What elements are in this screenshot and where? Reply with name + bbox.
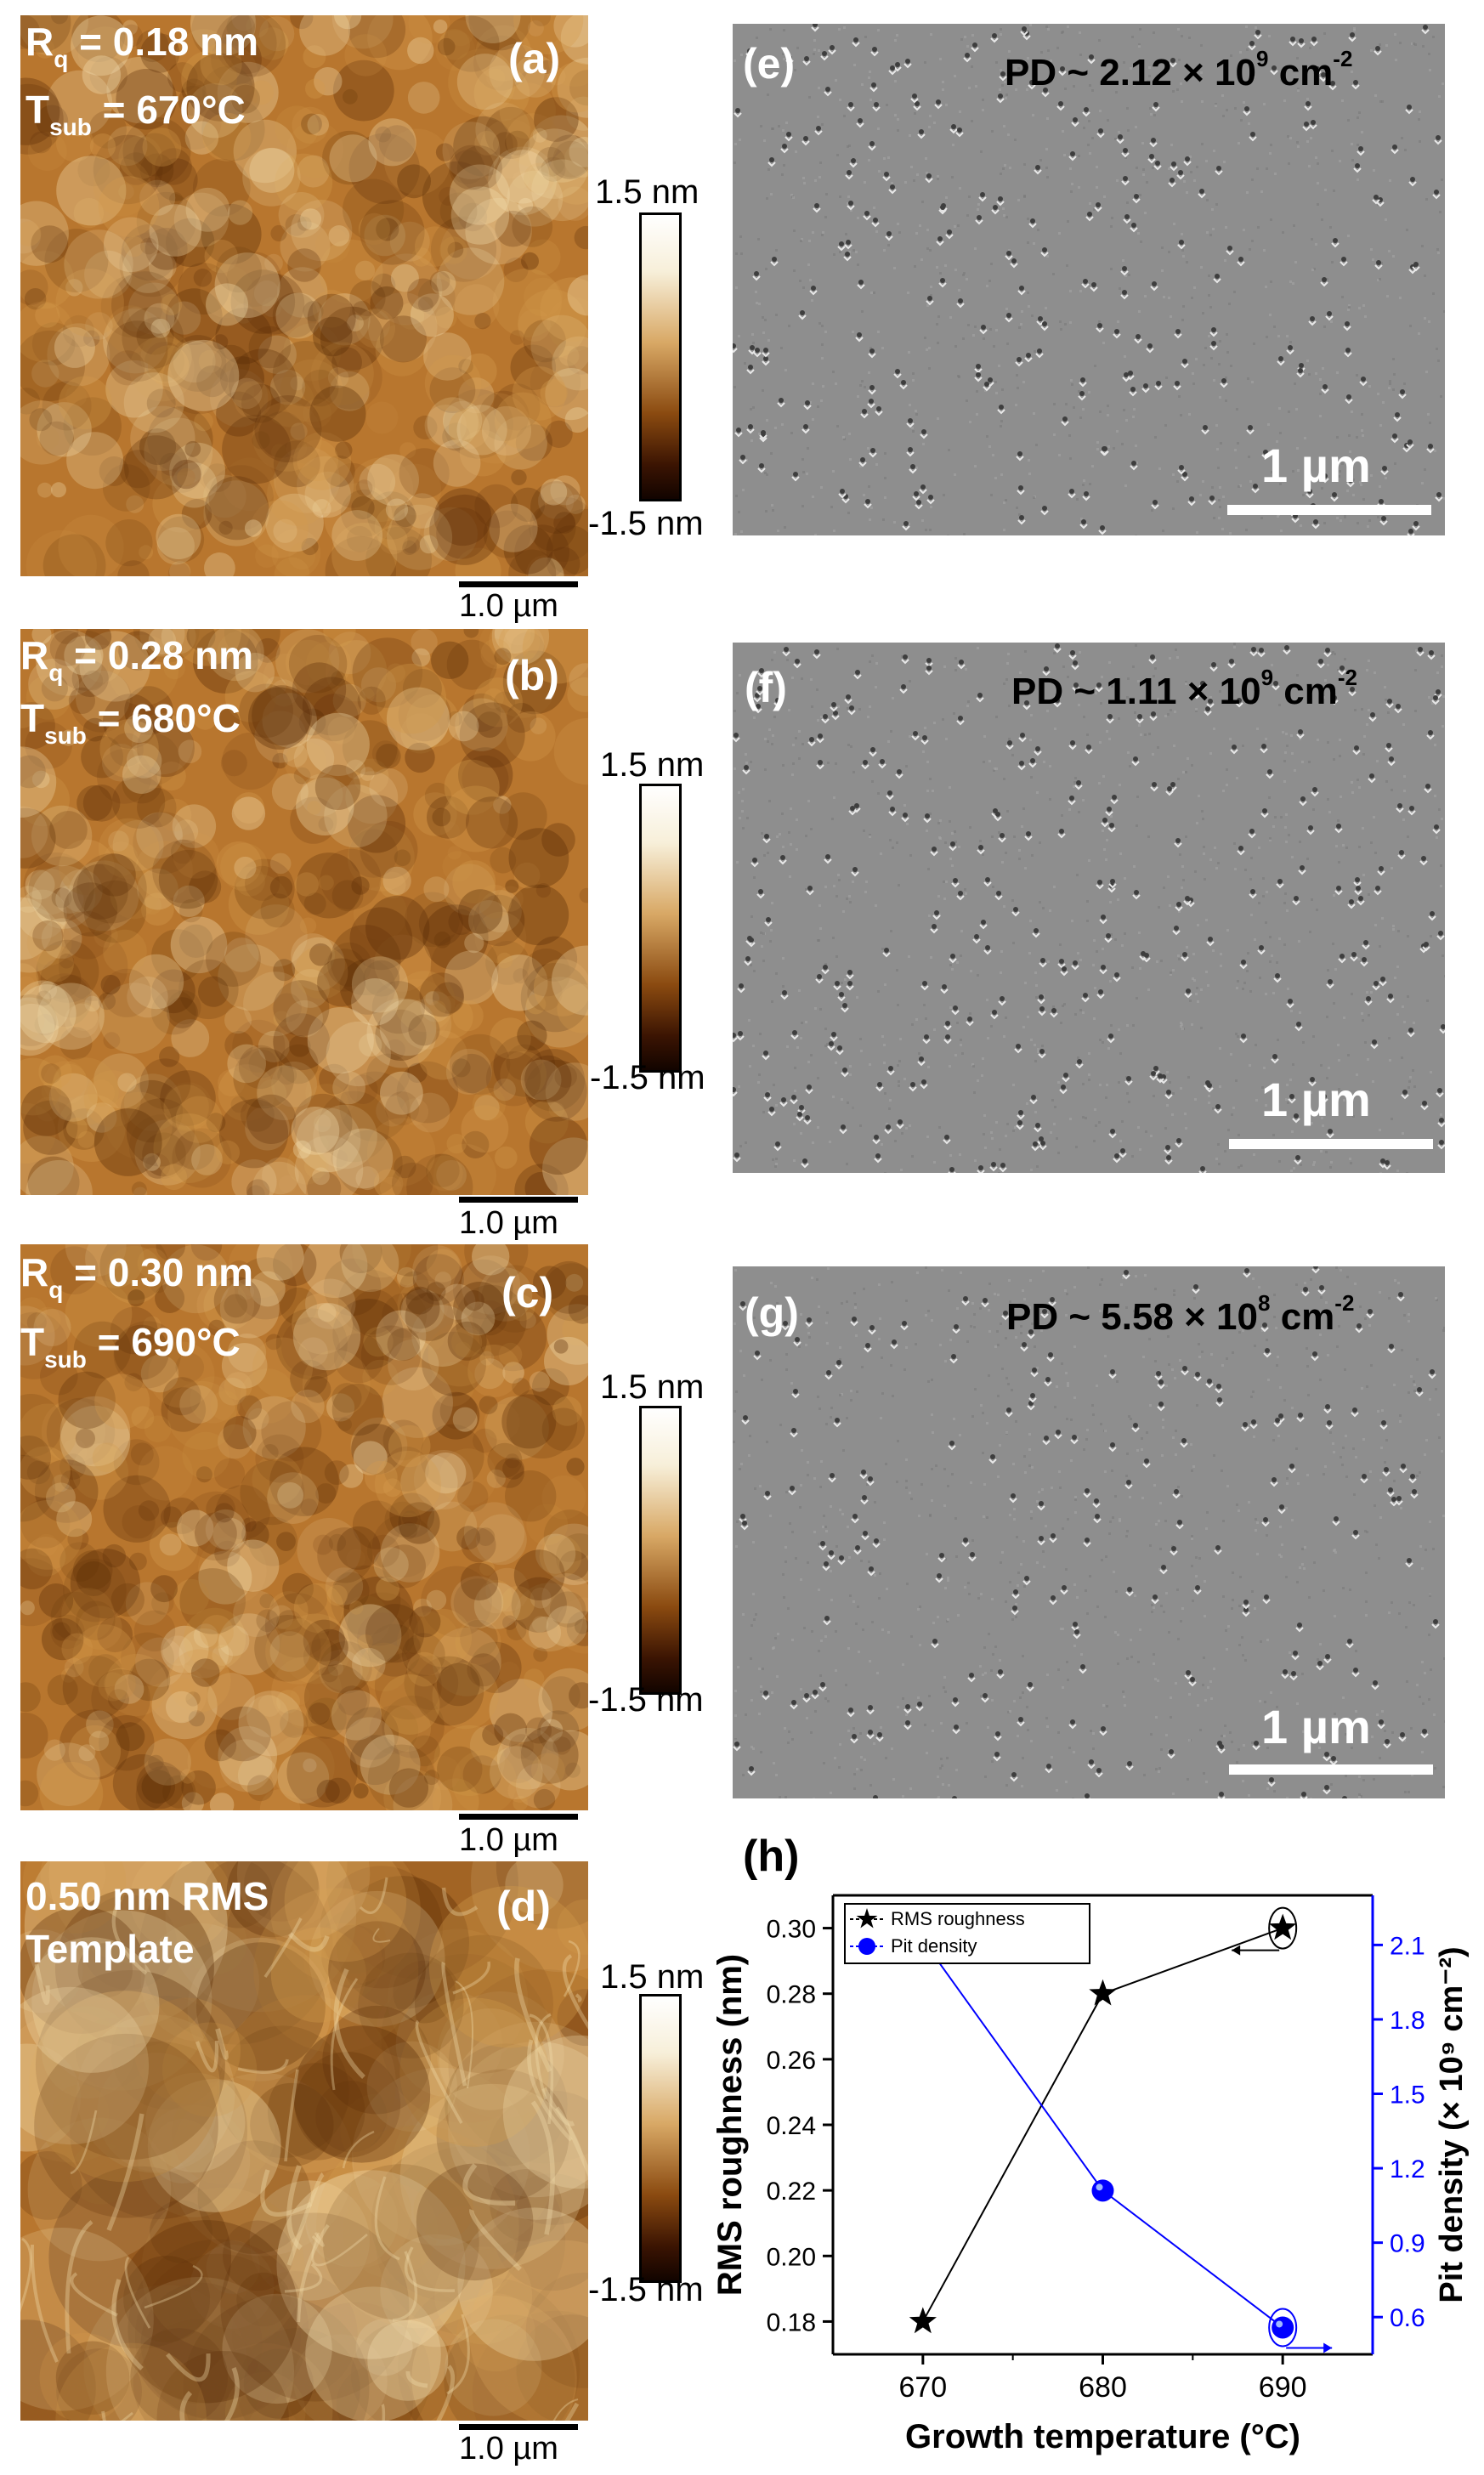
legend-box (844, 1903, 1090, 1964)
panel-tag-f: (f) (745, 664, 787, 711)
y-right-tick-label: 1.2 (1390, 2155, 1425, 2183)
y-right-tick-label: 0.6 (1390, 2304, 1425, 2332)
sem-scale-label-e: 1 µm (1261, 439, 1371, 492)
rq-label-b: Rq = 0.28 nm (20, 633, 254, 686)
y-left-tick-label: 0.18 (767, 2308, 816, 2336)
pit-axis-indicator (1268, 2308, 1298, 2348)
sem-image-e (733, 24, 1445, 535)
sem-scale-bar-e (1227, 505, 1431, 515)
afm-scale-label-a: 1.0 µm (459, 588, 558, 624)
panel-tag-g: (g) (745, 1289, 799, 1337)
afm-scale-bar-d (459, 2424, 578, 2430)
pit-density-label-f: PD ~ 1.11 × 109 cm-2 (1011, 665, 1357, 712)
afm-image-c (20, 1244, 588, 1810)
sem-scale-label-g: 1 µm (1261, 1700, 1371, 1753)
x-tick-label: 670 (898, 2371, 947, 2404)
y-right-tick-label: 1.5 (1390, 2081, 1425, 2110)
legend-label-rms: RMS roughness (891, 1908, 1025, 1929)
colorbar-top-label-c: 1.5 nm (600, 1368, 705, 1406)
panel-tag-b: (b) (505, 652, 559, 699)
pit-axis-arrowhead (1323, 2342, 1333, 2353)
colorbar-top-label-a: 1.5 nm (595, 173, 700, 211)
rms-axis-arrowhead (1232, 1945, 1241, 1956)
sem-scale-bar-f (1229, 1139, 1433, 1149)
afm-scale-bar-a (459, 581, 578, 587)
rms-roughness-point (909, 2307, 937, 2334)
legend-marker-pit (858, 1938, 875, 1955)
legend-label-pit: Pit density (891, 1935, 977, 1957)
y-left-tick-label: 0.26 (767, 2047, 816, 2075)
sem-image-f (733, 643, 1445, 1173)
afm-scale-bar-c (459, 1814, 578, 1820)
y-right-tick-label: 0.9 (1390, 2230, 1425, 2258)
rq-label-a: Rq = 0.18 nm (25, 20, 259, 72)
colorbar-d (639, 1994, 682, 2283)
template-label-line1: 0.50 nm RMS (25, 1874, 269, 1918)
panel-tag-c: (c) (501, 1269, 554, 1317)
template-label-line2: Template (25, 1927, 195, 1971)
rms-pit-density-chart: 670 680 690 0.18 0.20 0.22 0.24 0.26 0.28 0.30 0.6… (714, 1894, 1470, 2455)
y-left-tick-label: 0.20 (767, 2243, 816, 2271)
rms-roughness-point (1089, 1979, 1117, 2006)
tsub-label-c: Tsub = 690°C (20, 1320, 241, 1373)
pit-density-label-e: PD ~ 2.12 × 109 cm-2 (1005, 46, 1353, 93)
afm-scale-bar-b (459, 1197, 578, 1203)
y-axis-right-label: Pit density (× 10⁹ cm⁻²) (1434, 1946, 1470, 2302)
pit-density-label-g: PD ~ 5.58 × 108 cm-2 (1006, 1290, 1355, 1338)
panel-tag-h: (h) (743, 1832, 800, 1881)
colorbar-bottom-label-c: -1.5 nm (588, 1681, 704, 1719)
pit-density-point-highlight (1276, 2320, 1283, 2328)
pit-density-point-highlight (1096, 2183, 1103, 2191)
panel-tag-d: (d) (496, 1883, 551, 1930)
sem-scale-label-f: 1 µm (1261, 1073, 1371, 1126)
sem-scale-bar-g (1229, 1764, 1433, 1775)
tsub-label-a: Tsub = 670°C (25, 88, 246, 140)
x-axis-label: Growth temperature (°C) (905, 2418, 1300, 2455)
colorbar-b (639, 784, 682, 1073)
colorbar-top-label-b: 1.5 nm (600, 746, 705, 784)
colorbar-a (639, 212, 682, 501)
colorbar-c (639, 1406, 682, 1695)
afm-scale-label-b: 1.0 µm (459, 1205, 558, 1241)
x-tick-label: 680 (1079, 2371, 1127, 2404)
panel-tag-a: (a) (508, 35, 561, 82)
y-left-tick-label: 0.30 (767, 1916, 816, 1944)
afm-image-a (20, 15, 588, 576)
y-left-tick-label: 0.22 (767, 2178, 816, 2206)
tsub-label-b: Tsub = 680°C (20, 696, 241, 749)
y-right-tick-label: 1.8 (1390, 2007, 1425, 2035)
afm-image-d (20, 1861, 588, 2421)
x-tick-label: 690 (1259, 2371, 1307, 2404)
rms-axis-indicator (1268, 1906, 1298, 1950)
colorbar-bottom-label-b: -1.5 nm (590, 1059, 705, 1096)
y-axis-left-label: RMS roughness (nm) (714, 1954, 749, 2296)
colorbar-bottom-label-d: -1.5 nm (588, 2271, 704, 2308)
y-right-tick-label: 2.1 (1390, 1932, 1425, 1960)
rms-roughness-point (1269, 1913, 1297, 1940)
sem-image-g (733, 1266, 1445, 1798)
afm-scale-label-d: 1.0 µm (459, 2431, 558, 2467)
panel-tag-e: (e) (743, 40, 796, 88)
y-left-tick-label: 0.24 (767, 2112, 816, 2140)
legend-marker-rms (856, 1908, 878, 1928)
afm-scale-label-c: 1.0 µm (459, 1822, 558, 1858)
pit-density-point (1091, 2179, 1114, 2202)
y-left-tick-label: 0.28 (767, 1981, 816, 2009)
afm-image-b (20, 629, 588, 1195)
pit-density-point (1272, 2316, 1294, 2339)
rq-label-c: Rq = 0.30 nm (20, 1250, 254, 1303)
colorbar-top-label-d: 1.5 nm (600, 1958, 705, 1996)
colorbar-bottom-label-a: -1.5 nm (588, 505, 704, 542)
